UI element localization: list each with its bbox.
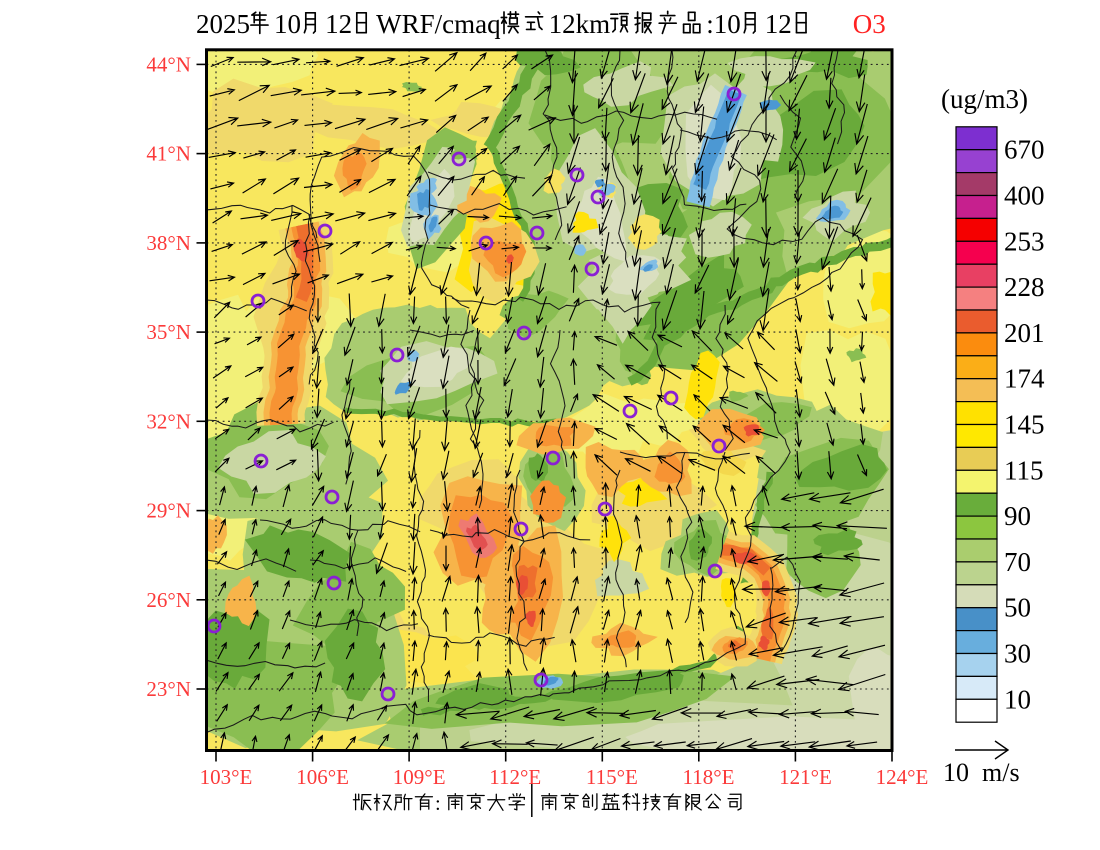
svg-text:109°E: 109°E xyxy=(393,765,446,789)
svg-text:106°E: 106°E xyxy=(296,765,349,789)
svg-text:400: 400 xyxy=(1004,181,1045,211)
svg-text:201: 201 xyxy=(1004,318,1045,348)
svg-text:90: 90 xyxy=(1004,501,1031,531)
svg-text:118°E: 118°E xyxy=(683,765,735,789)
svg-text:26°N: 26°N xyxy=(146,588,191,612)
svg-text:124°E: 124°E xyxy=(876,765,929,789)
svg-text::: : xyxy=(435,793,446,815)
svg-text:29°N: 29°N xyxy=(146,499,191,523)
svg-text:35°N: 35°N xyxy=(146,320,191,344)
svg-text:174: 174 xyxy=(1004,364,1045,394)
svg-text:103°E: 103°E xyxy=(200,765,253,789)
svg-text:112°E: 112°E xyxy=(489,765,541,789)
svg-text:2025: 2025 xyxy=(196,9,250,39)
svg-text:50: 50 xyxy=(1004,593,1031,623)
svg-text:32°N: 32°N xyxy=(146,409,191,433)
svg-text:23°N: 23°N xyxy=(146,677,191,701)
svg-text:10 m/s: 10 m/s xyxy=(943,758,1020,787)
svg-text:12: 12 xyxy=(765,9,792,39)
svg-text:12: 12 xyxy=(325,9,352,39)
svg-text:115°E: 115°E xyxy=(586,765,638,789)
svg-text:44°N: 44°N xyxy=(146,52,191,76)
svg-text:70: 70 xyxy=(1004,547,1031,577)
svg-text:253: 253 xyxy=(1004,226,1045,256)
svg-text:41°N: 41°N xyxy=(146,142,191,166)
svg-text:10: 10 xyxy=(274,9,301,39)
svg-text::: : xyxy=(706,9,714,39)
svg-text:30: 30 xyxy=(1004,639,1031,669)
svg-text:38°N: 38°N xyxy=(146,231,191,255)
svg-text:145: 145 xyxy=(1004,410,1045,440)
svg-text:10: 10 xyxy=(1004,684,1031,714)
svg-text:O3: O3 xyxy=(853,9,886,39)
svg-text:670: 670 xyxy=(1004,135,1045,165)
svg-text:12km: 12km xyxy=(549,9,611,39)
svg-text:WRF/cmaq: WRF/cmaq xyxy=(376,9,501,39)
svg-text:115: 115 xyxy=(1004,455,1044,485)
svg-text:228: 228 xyxy=(1004,272,1045,302)
svg-text:(ug/m3): (ug/m3) xyxy=(941,84,1028,114)
svg-text:10: 10 xyxy=(714,9,741,39)
svg-text:121°E: 121°E xyxy=(779,765,832,789)
